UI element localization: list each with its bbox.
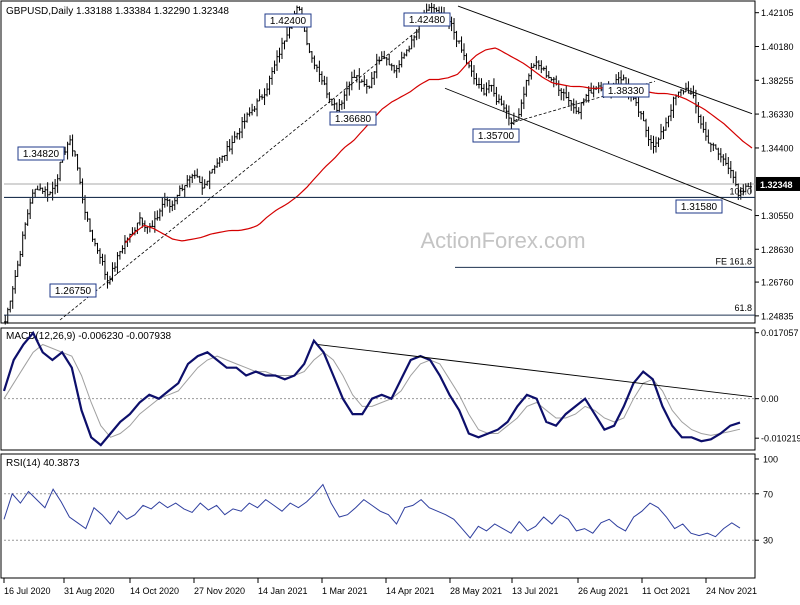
price-y-tick-label: 1.30550 bbox=[761, 211, 794, 221]
macd-y-tick-label: -0.010219 bbox=[761, 434, 800, 444]
rsi-line bbox=[3, 483, 741, 539]
x-tick-label: 14 Apr 2021 bbox=[386, 586, 435, 596]
fib-label: 100.0 bbox=[729, 186, 752, 196]
swing-label-box bbox=[329, 111, 377, 126]
channel-upper-line bbox=[457, 5, 753, 115]
fib-label: 61.8 bbox=[734, 303, 752, 313]
swing-label: 1.42480 bbox=[409, 15, 446, 26]
swing-label: 1.26750 bbox=[55, 286, 92, 297]
price-y-tick-label: 1.24835 bbox=[761, 311, 794, 321]
swing-label: 1.38330 bbox=[608, 86, 645, 97]
x-tick-label: 13 Jul 2021 bbox=[512, 586, 559, 596]
watermark: ActionForex.com bbox=[420, 228, 585, 253]
price-y-tick-label: 1.40180 bbox=[761, 42, 794, 52]
fib-label: FE 161.8 bbox=[715, 256, 752, 266]
swing-label-box bbox=[675, 199, 723, 214]
price-y-tick-label: 1.34400 bbox=[761, 143, 794, 153]
price-y-tick-label: 1.26760 bbox=[761, 278, 794, 288]
current-price-label: 1.32348 bbox=[760, 180, 793, 190]
rsi-y-tick-label: 70 bbox=[763, 489, 773, 499]
x-tick-label: 14 Jan 2021 bbox=[258, 586, 308, 596]
x-tick-label: 26 Aug 2021 bbox=[578, 586, 629, 596]
swing-label-box bbox=[602, 83, 650, 98]
macd-y-tick-label: 0.00 bbox=[761, 394, 779, 404]
macd-panel-frame bbox=[0, 327, 756, 451]
rsi-panel-frame bbox=[0, 453, 756, 579]
price-y-tick-label: 1.36330 bbox=[761, 110, 794, 120]
price-y-tick-label: 1.38255 bbox=[761, 76, 794, 86]
price-y-tick-label: 1.28630 bbox=[761, 245, 794, 255]
macd-header: MACD(12,26,9) -0.006230 -0.007938 bbox=[6, 331, 172, 342]
axes: 1.42105 1.40180 1.38255 1.36330 1.34400 1.305… bbox=[3, 8, 800, 596]
current-price-tag bbox=[756, 176, 800, 191]
swing-label-box bbox=[264, 13, 312, 28]
macd-plot bbox=[2, 330, 755, 447]
x-tick-label: 16 Jul 2020 bbox=[4, 586, 51, 596]
macd-trendline bbox=[317, 344, 753, 398]
x-tick-label: 27 Nov 2020 bbox=[194, 586, 245, 596]
swing-label-box bbox=[403, 12, 451, 27]
swing-label: 1.31580 bbox=[681, 202, 718, 213]
swing-label-box bbox=[49, 283, 97, 298]
rsi-plot bbox=[3, 483, 755, 541]
swing-label-box bbox=[17, 146, 65, 161]
rsi-y-tick-label: 100 bbox=[763, 455, 778, 465]
rsi-y-tick-label: 30 bbox=[763, 536, 773, 546]
rsi-header: RSI(14) 40.3873 bbox=[6, 458, 80, 469]
x-tick-label: 24 Nov 2021 bbox=[706, 586, 757, 596]
price-labels: 1.34820 1.26750 1.42400 1.36680 1.42480 1.357… bbox=[17, 12, 752, 313]
price-bars bbox=[4, 2, 752, 325]
x-tick-label: 28 May 2021 bbox=[450, 586, 502, 596]
price-y-tick-label: 1.42105 bbox=[761, 8, 794, 18]
macd-line bbox=[2, 330, 741, 447]
channel-lower-line bbox=[444, 87, 753, 211]
swing-label: 1.35700 bbox=[478, 131, 515, 142]
x-tick-label: 11 Oct 2021 bbox=[642, 586, 690, 596]
swing-label: 1.36680 bbox=[335, 114, 372, 125]
price-header: GBPUSD,Daily 1.33188 1.33384 1.32290 1.3… bbox=[6, 6, 229, 17]
macd-y-tick-label: 0.017057 bbox=[761, 328, 799, 338]
x-tick-label: 31 Aug 2020 bbox=[64, 586, 115, 596]
dashed-trendline bbox=[59, 28, 421, 321]
x-tick-label: 14 Oct 2020 bbox=[130, 586, 179, 596]
x-tick-label: 1 Mar 2021 bbox=[322, 586, 368, 596]
swing-label: 1.42400 bbox=[270, 16, 307, 27]
swing-label: 1.34820 bbox=[23, 149, 60, 160]
swing-label-box bbox=[472, 128, 520, 143]
price-panel-frame bbox=[0, 0, 756, 324]
